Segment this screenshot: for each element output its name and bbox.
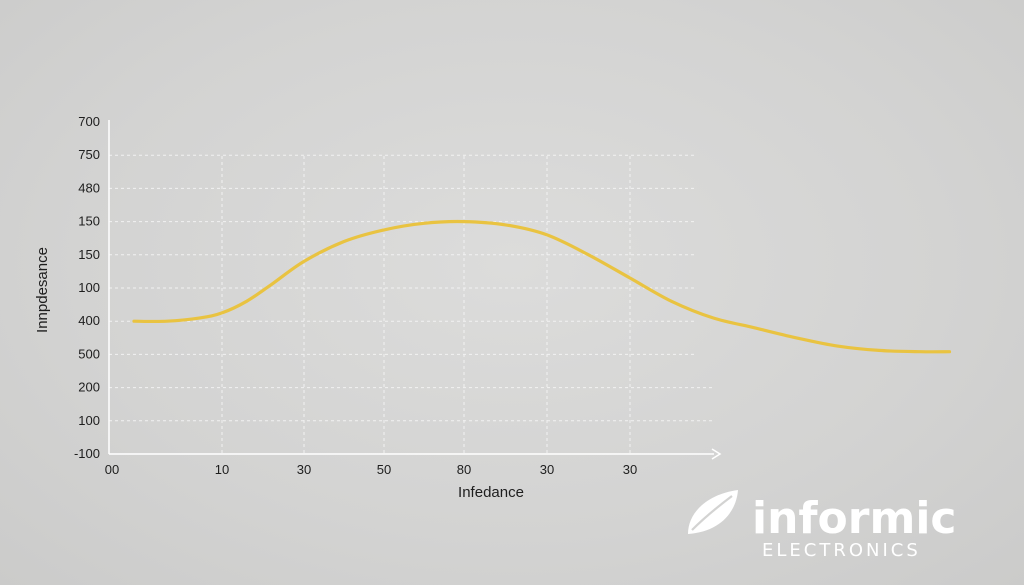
y-tick-label: 700: [78, 114, 100, 129]
y-tick-labels: 700 750 480 150 150 100 400 500 200 100 -100: [74, 114, 100, 461]
logo-tagline: ELECTRONICS: [762, 540, 921, 561]
leaf-icon: [688, 490, 738, 534]
logo-wordmark: informic: [752, 493, 957, 544]
y-tick-label: 100: [78, 280, 100, 295]
series-group: [132, 219, 952, 354]
y-tick-label: 200: [78, 380, 100, 395]
y-axis-title: Innpdesance: [34, 247, 51, 333]
x-tick-label: 30: [540, 462, 554, 477]
y-tick-label: 400: [78, 313, 100, 328]
x-tick-label: 30: [297, 462, 311, 477]
y-tick-label: 480: [78, 180, 100, 195]
grid: [109, 154, 714, 454]
y-tick-label: 750: [78, 147, 100, 162]
x-tick-label: 10: [215, 462, 229, 477]
series-line: [132, 219, 952, 354]
informic-logo: informic ELECTRONICS: [688, 490, 957, 561]
axes: [108, 120, 722, 460]
y-tick-label: 100: [78, 413, 100, 428]
x-axis-title: Infedance: [458, 484, 524, 501]
y-tick-label: -100: [74, 446, 100, 461]
y-tick-label: 150: [78, 247, 100, 262]
x-tick-label: 00: [105, 462, 119, 477]
x-tick-labels: 00 10 30 50 80 30 30: [105, 462, 637, 477]
x-tick-label: 30: [623, 462, 637, 477]
y-tick-label: 150: [78, 214, 100, 229]
x-axis-arrow: [711, 448, 722, 460]
y-tick-label: 500: [78, 346, 100, 361]
x-tick-label: 50: [377, 462, 391, 477]
x-tick-label: 80: [457, 462, 471, 477]
